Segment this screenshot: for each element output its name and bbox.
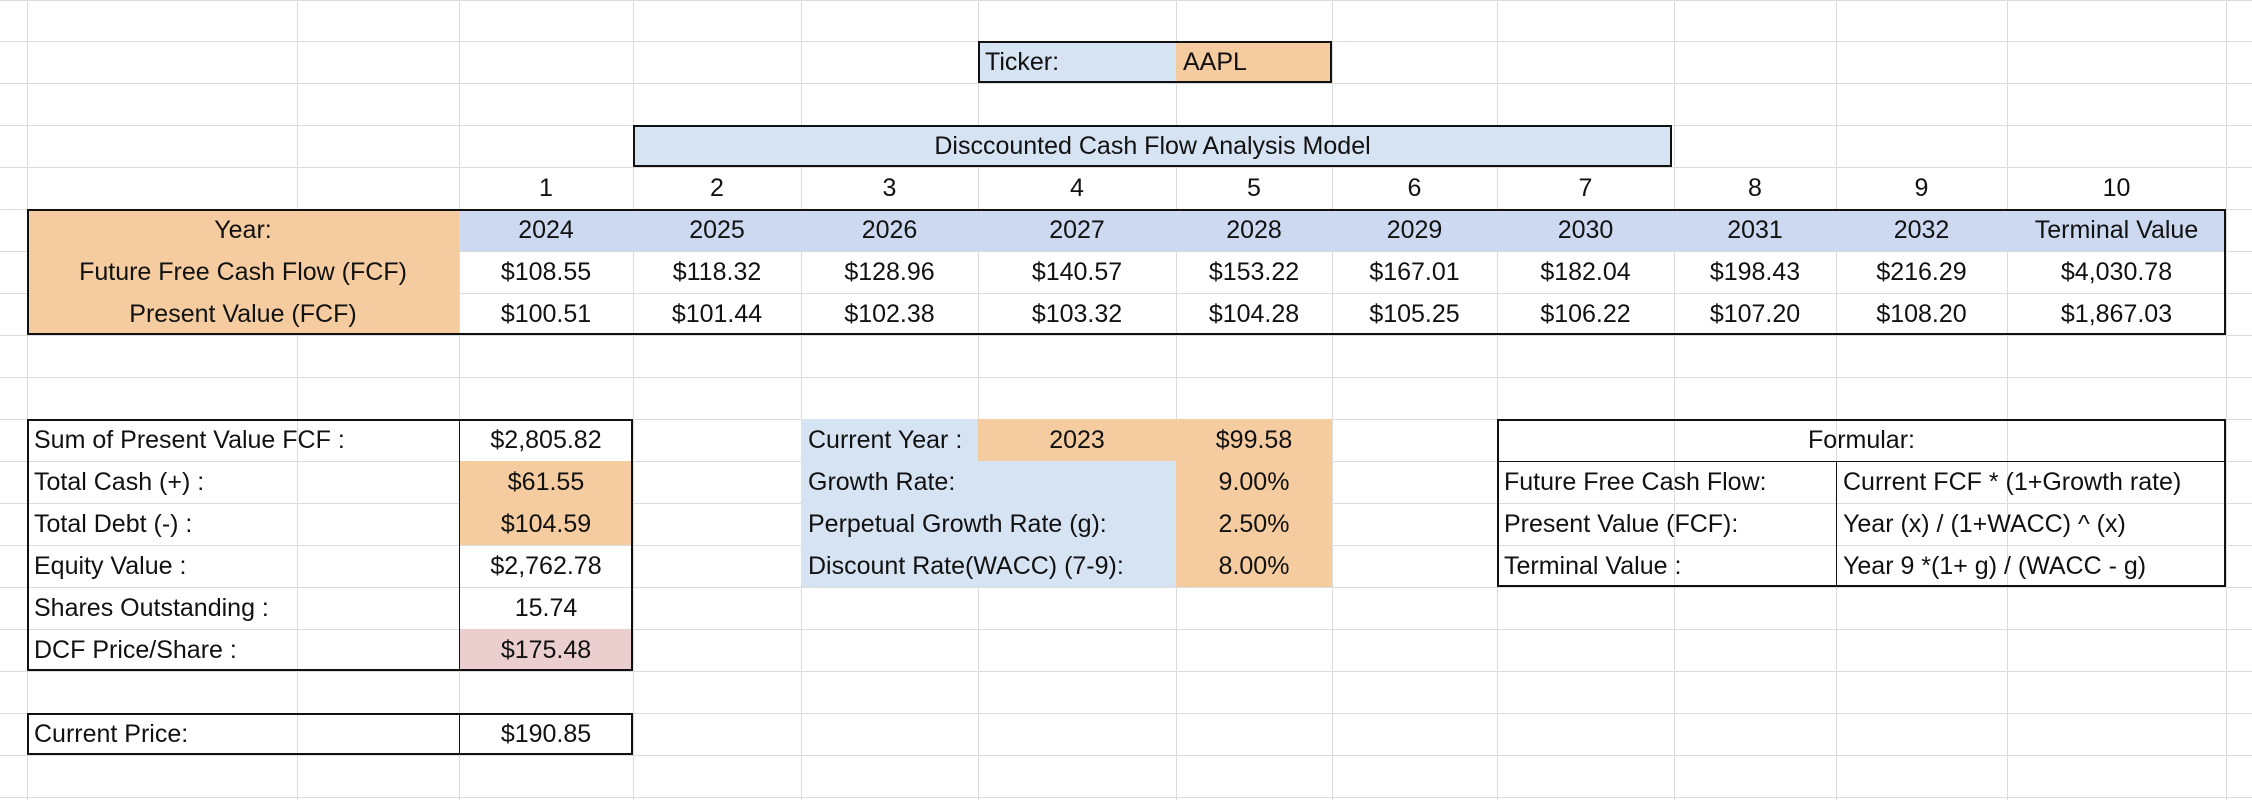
pv-cell[interactable]: $108.20 — [1876, 299, 1967, 328]
discount-rate-value[interactable]: 8.00% — [1176, 545, 1332, 587]
valuation-divider — [459, 419, 460, 671]
pv-row-label[interactable]: Present Value (FCF) — [27, 293, 459, 335]
pv-cell[interactable]: $1,867.03 — [2060, 299, 2173, 328]
formula-header-divider — [1497, 461, 2226, 462]
index-cell[interactable]: 2 — [710, 173, 724, 202]
total-cash-label[interactable]: Total Cash (+) : — [34, 467, 205, 496]
pv-cell[interactable]: $102.38 — [844, 299, 935, 328]
year-cell[interactable]: 2031 — [1674, 209, 1836, 251]
pv-cell[interactable]: $101.44 — [671, 299, 763, 328]
sum-pv-label[interactable]: Sum of Present Value FCF : — [34, 425, 345, 454]
discount-rate-label[interactable]: Discount Rate(WACC) (7-9): — [801, 545, 1176, 587]
year-cell[interactable]: 2025 — [633, 209, 801, 251]
total-cash-value[interactable]: $61.55 — [459, 461, 633, 503]
shares-outstanding-value[interactable]: 15.74 — [514, 593, 578, 622]
fcf-cell[interactable]: $167.01 — [1369, 257, 1460, 286]
total-debt-label[interactable]: Total Debt (-) : — [34, 509, 193, 538]
index-cell[interactable]: 8 — [1748, 173, 1762, 202]
year-cell[interactable]: 2029 — [1332, 209, 1497, 251]
year-cell[interactable]: 2032 — [1836, 209, 2007, 251]
perpetual-growth-label[interactable]: Perpetual Growth Rate (g): — [801, 503, 1176, 545]
current-year-value[interactable]: 2023 — [978, 419, 1176, 461]
fcf-cell[interactable]: $153.22 — [1208, 257, 1300, 286]
index-cell[interactable]: 7 — [1578, 173, 1593, 202]
formula-label[interactable]: Future Free Cash Flow: — [1504, 467, 1767, 496]
current-price-label[interactable]: Current Price: — [34, 719, 189, 748]
growth-rate-value[interactable]: 9.00% — [1176, 461, 1332, 503]
equity-value-label[interactable]: Equity Value : — [34, 551, 187, 580]
year-cell[interactable]: 2028 — [1176, 209, 1332, 251]
index-cell[interactable]: 6 — [1407, 173, 1422, 202]
index-cell[interactable]: 5 — [1247, 173, 1261, 202]
equity-value[interactable]: $2,762.78 — [490, 551, 602, 580]
formula-label[interactable]: Present Value (FCF): — [1504, 509, 1739, 538]
pv-cell[interactable]: $100.51 — [500, 299, 592, 328]
dcf-price-value[interactable]: $175.48 — [459, 629, 633, 671]
year-cell[interactable]: 2030 — [1497, 209, 1674, 251]
index-cell[interactable]: 9 — [1914, 173, 1929, 202]
index-cell[interactable]: 1 — [539, 173, 553, 202]
fcf-cell[interactable]: $198.43 — [1709, 257, 1801, 286]
formula-label[interactable]: Terminal Value : — [1504, 551, 1682, 580]
formula-header[interactable]: Formular: — [1808, 425, 1915, 454]
index-cell[interactable]: 10 — [2102, 173, 2131, 202]
ticker-value-cell[interactable]: AAPL — [1176, 41, 1332, 83]
current-price-divider — [459, 713, 460, 755]
fcf-cell[interactable]: $118.32 — [672, 257, 762, 286]
formula-text[interactable]: Current FCF * (1+Growth rate) — [1843, 467, 2182, 496]
pv-cell[interactable]: $103.32 — [1031, 299, 1123, 328]
index-cell[interactable]: 4 — [1070, 173, 1084, 202]
pv-cell[interactable]: $105.25 — [1369, 299, 1460, 328]
fcf-cell[interactable]: $108.55 — [500, 257, 592, 286]
formula-text[interactable]: Year (x) / (1+WACC) ^ (x) — [1843, 509, 2126, 538]
year-cell[interactable]: Terminal Value — [2007, 209, 2226, 251]
formula-text[interactable]: Year 9 *(1+ g) / (WACC - g) — [1843, 551, 2147, 580]
fcf-cell[interactable]: $4,030.78 — [2060, 257, 2173, 286]
model-title[interactable]: Disccounted Cash Flow Analysis Model — [633, 125, 1672, 167]
total-debt-value[interactable]: $104.59 — [459, 503, 633, 545]
growth-rate-label[interactable]: Growth Rate: — [801, 461, 1176, 503]
fcf-cell[interactable]: $182.04 — [1540, 257, 1631, 286]
sum-pv-value[interactable]: $2,805.82 — [490, 425, 602, 454]
current-year-label[interactable]: Current Year : — [801, 419, 978, 461]
dcf-price-label[interactable]: DCF Price/Share : — [34, 635, 237, 664]
shares-outstanding-label[interactable]: Shares Outstanding : — [34, 593, 269, 622]
fcf-row-label[interactable]: Future Free Cash Flow (FCF) — [27, 251, 459, 293]
current-fcf-value[interactable]: $99.58 — [1176, 419, 1332, 461]
fcf-cell[interactable]: $216.29 — [1876, 257, 1967, 286]
ticker-label[interactable]: Ticker: — [978, 41, 1176, 83]
current-price-value[interactable]: $190.85 — [500, 719, 592, 748]
year-cell[interactable]: 2026 — [801, 209, 978, 251]
fcf-cell[interactable]: $128.96 — [844, 257, 935, 286]
formula-divider — [1836, 461, 1837, 587]
pv-cell[interactable]: $104.28 — [1208, 299, 1300, 328]
year-cell[interactable]: 2027 — [978, 209, 1176, 251]
pv-cell[interactable]: $107.20 — [1709, 299, 1801, 328]
index-cell[interactable]: 3 — [882, 173, 897, 202]
perpetual-growth-value[interactable]: 2.50% — [1176, 503, 1332, 545]
year-row-label[interactable]: Year: — [27, 209, 459, 251]
year-cell[interactable]: 2024 — [459, 209, 633, 251]
pv-cell[interactable]: $106.22 — [1540, 299, 1631, 328]
fcf-cell[interactable]: $140.57 — [1031, 257, 1123, 286]
